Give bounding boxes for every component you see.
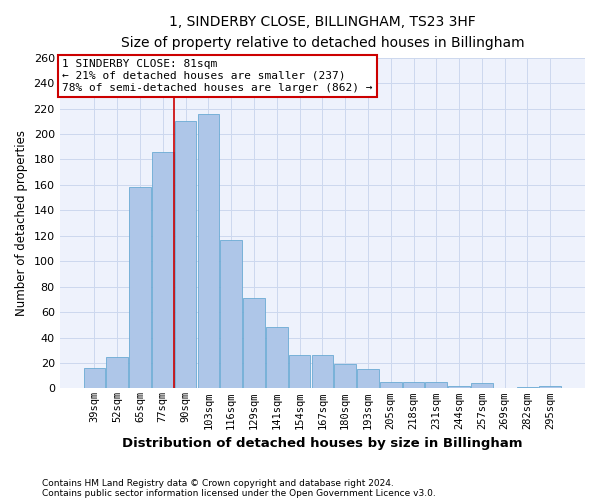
X-axis label: Distribution of detached houses by size in Billingham: Distribution of detached houses by size … bbox=[122, 437, 523, 450]
Text: Contains HM Land Registry data © Crown copyright and database right 2024.: Contains HM Land Registry data © Crown c… bbox=[42, 478, 394, 488]
Bar bbox=[266, 328, 287, 388]
Text: 1 SINDERBY CLOSE: 81sqm
← 21% of detached houses are smaller (237)
78% of semi-d: 1 SINDERBY CLOSE: 81sqm ← 21% of detache… bbox=[62, 60, 373, 92]
Y-axis label: Number of detached properties: Number of detached properties bbox=[15, 130, 28, 316]
Bar bbox=[175, 122, 196, 388]
Bar bbox=[83, 368, 105, 388]
Bar bbox=[289, 356, 310, 388]
Bar bbox=[311, 356, 333, 388]
Bar bbox=[517, 387, 538, 388]
Bar bbox=[334, 364, 356, 388]
Bar bbox=[380, 382, 401, 388]
Bar bbox=[425, 382, 447, 388]
Bar bbox=[357, 370, 379, 388]
Bar bbox=[539, 386, 561, 388]
Bar bbox=[129, 188, 151, 388]
Bar bbox=[106, 356, 128, 388]
Bar bbox=[220, 240, 242, 388]
Text: Contains public sector information licensed under the Open Government Licence v3: Contains public sector information licen… bbox=[42, 488, 436, 498]
Bar bbox=[403, 382, 424, 388]
Bar bbox=[448, 386, 470, 388]
Bar bbox=[243, 298, 265, 388]
Bar bbox=[471, 384, 493, 388]
Bar bbox=[152, 152, 173, 388]
Bar bbox=[197, 114, 219, 388]
Title: 1, SINDERBY CLOSE, BILLINGHAM, TS23 3HF
Size of property relative to detached ho: 1, SINDERBY CLOSE, BILLINGHAM, TS23 3HF … bbox=[121, 15, 524, 50]
